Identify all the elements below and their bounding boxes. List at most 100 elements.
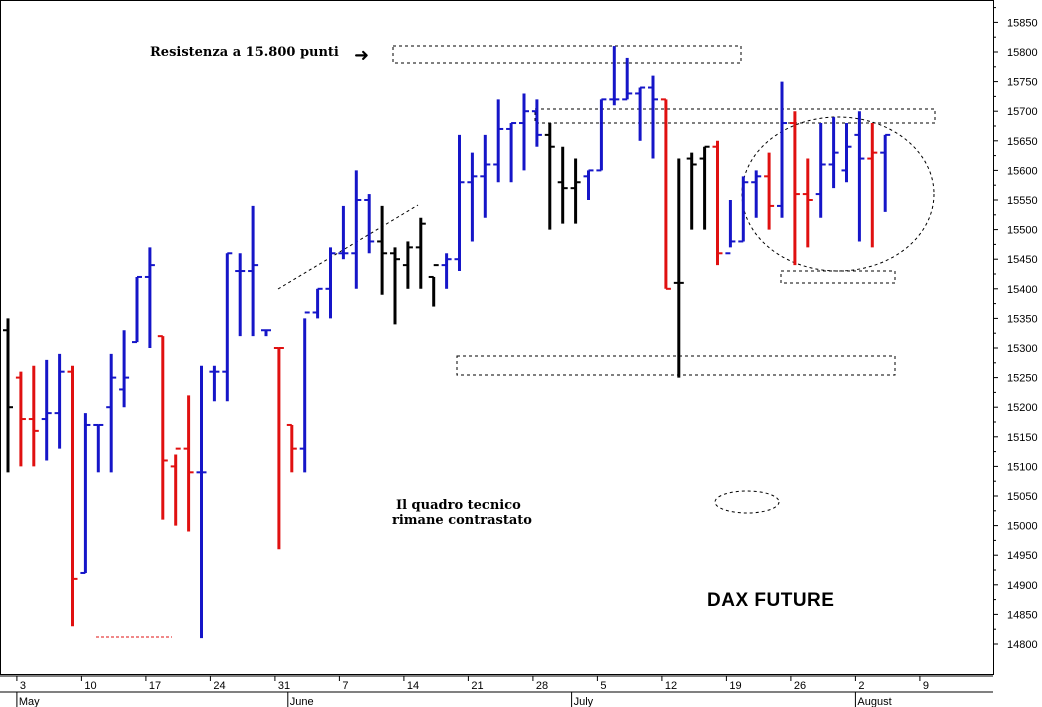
ohlc-bar — [867, 123, 878, 248]
x-tick-label: 10 — [84, 680, 96, 692]
y-tick-label: 15550 — [1007, 195, 1038, 207]
ohlc-bar — [273, 347, 284, 550]
ohlc-bar — [557, 146, 568, 224]
x-tick-label: 9 — [923, 680, 929, 692]
ohlc-bar — [841, 123, 852, 183]
y-tick-label: 15650 — [1007, 136, 1038, 148]
ohlc-bar — [764, 152, 775, 230]
ohlc-bar — [222, 252, 233, 402]
x-tick-label: 21 — [471, 680, 483, 692]
x-tick-label: 3 — [20, 680, 26, 692]
y-tick-label: 15700 — [1007, 106, 1038, 118]
x-tick-label: 5 — [600, 680, 606, 692]
y-tick-label: 15450 — [1007, 254, 1038, 266]
ohlc-bar — [751, 170, 762, 218]
ohlc-bar — [725, 200, 736, 255]
x-tick-label: 31 — [278, 680, 290, 692]
y-tick-label: 14900 — [1007, 580, 1038, 592]
ohlc-bar — [157, 335, 168, 520]
ohlc-bar — [712, 140, 723, 266]
ohlc-bar — [209, 365, 220, 402]
ohlc-bar — [106, 353, 117, 473]
y-tick-label: 15400 — [1007, 284, 1038, 296]
arrow-icon: ➜ — [354, 45, 369, 66]
ohlc-bar — [415, 217, 426, 289]
ohlc-bar — [377, 205, 388, 295]
chart-labels: Resistenza a 15.800 punti Il quadro tecn… — [150, 45, 834, 611]
x-tick-label: 28 — [536, 680, 548, 692]
ohlc-bar — [196, 365, 207, 639]
ohlc-bar — [41, 359, 52, 461]
consolidation-ellipse — [741, 116, 935, 272]
ohlc-bar — [402, 241, 413, 289]
ohlc-bar — [686, 152, 697, 230]
ohlc-bar — [880, 133, 891, 212]
note-line-1: Il quadro tecnico — [396, 498, 521, 513]
month-label: July — [574, 696, 594, 707]
y-tick-label: 14850 — [1007, 609, 1038, 621]
resistance-box-15700 — [534, 108, 936, 124]
ohlc-bar — [351, 170, 362, 289]
resistance-annotation: Resistenza a 15.800 punti — [150, 45, 339, 60]
plot-frame — [0, 0, 994, 675]
ohlc-bar — [738, 176, 749, 243]
x-tick-label: 12 — [665, 680, 677, 692]
y-tick-label: 15050 — [1007, 491, 1038, 503]
month-label: May — [19, 696, 40, 707]
y-tick-label: 15000 — [1007, 521, 1038, 533]
note-line-2: rimane contrastato — [392, 513, 532, 528]
x-tick-label: 7 — [342, 680, 348, 692]
ohlc-bar — [390, 247, 400, 325]
annotation-overlays: ➜ — [96, 45, 936, 638]
y-tick-label: 15200 — [1007, 402, 1038, 414]
x-tick-label: 26 — [794, 680, 806, 692]
support-box-15420 — [780, 270, 896, 284]
y-tick-label: 15750 — [1007, 77, 1038, 89]
ohlc-bars — [3, 46, 891, 639]
month-label: August — [857, 696, 891, 707]
ohlc-bar — [28, 365, 39, 467]
ohlc-bar — [235, 253, 246, 337]
ohlc-bar — [364, 194, 375, 254]
low-ellipse — [714, 490, 780, 514]
ohlc-bar — [531, 99, 542, 147]
ohlc-bar — [828, 117, 839, 189]
ohlc-bar — [609, 46, 620, 106]
x-tick-label: 19 — [729, 680, 741, 692]
ohlc-bar — [789, 111, 800, 266]
ohlc-bar — [428, 264, 439, 307]
ohlc-bar — [777, 81, 787, 218]
y-tick-label: 15500 — [1007, 225, 1038, 237]
ohlc-bar — [54, 353, 65, 449]
ohlc-bar — [183, 395, 194, 532]
ohlc-bar — [170, 447, 181, 526]
ohlc-bar — [673, 158, 684, 378]
resistance-box-15800 — [392, 45, 742, 64]
ohlc-bar — [622, 57, 633, 101]
ohlc-bar — [454, 134, 465, 272]
support-box-15270 — [456, 355, 896, 376]
ohlc-bar — [815, 123, 826, 218]
x-tick-label: 14 — [407, 680, 419, 692]
ohlc-bar — [338, 205, 349, 260]
ohlc-bar — [583, 169, 594, 200]
y-tick-label: 15600 — [1007, 165, 1038, 177]
y-tick-label: 15100 — [1007, 461, 1038, 473]
ohlc-bar — [119, 330, 130, 408]
ohlc-bar — [286, 423, 297, 473]
ohlc-bar — [802, 158, 813, 248]
ohlc-bar — [312, 287, 323, 319]
y-tick-label: 15800 — [1007, 47, 1038, 59]
y-tick-label: 15850 — [1007, 17, 1038, 29]
ohlc-bar — [67, 365, 78, 627]
y-axis: 14800 14850 14900 14950 15000 15050 15100 15150… — [993, 7, 1038, 651]
ohlc-bar — [699, 145, 710, 230]
y-tick-label: 15250 — [1007, 373, 1038, 385]
ohlc-bar — [854, 111, 865, 242]
ohlc-bar — [261, 329, 271, 337]
ohlc-bar — [248, 205, 259, 337]
y-tick-label: 14950 — [1007, 550, 1038, 562]
ohlc-bar — [519, 93, 529, 171]
y-tick-label: 14800 — [1007, 639, 1038, 651]
x-tick-label: 2 — [858, 680, 864, 692]
